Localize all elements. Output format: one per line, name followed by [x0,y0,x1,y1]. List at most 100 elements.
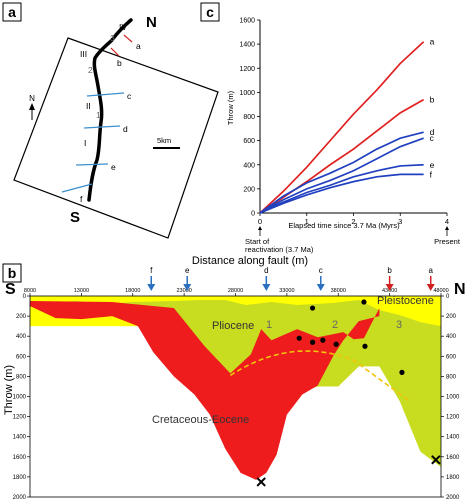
panel-b-title: Distance along fault (m) [192,255,308,267]
series-line-c [259,137,424,214]
panel-c-xlabel: Elapsed time since 3.7 Ma (Myrs) [288,221,400,230]
c-y-tick-label: 400 [243,162,255,169]
b-y-tick-label-right: 2000 [446,495,460,501]
marker-label-b: b [387,266,392,275]
panel-c-series: a b dc ef [259,37,435,214]
marker-label-c: c [319,266,323,275]
profile-lines [61,34,133,193]
tip-point [296,335,302,341]
panel-b-plot [30,296,441,497]
b-y-tick-label-left: 1400 [13,435,27,441]
panel-c: c 0 1 2 3 4 0 200 400 600 800 1000 1200 1400 1600 a b d… [200,2,461,254]
c-x-tick-label: 4 [445,217,449,226]
b-x-tick-label: 33000 [279,288,294,294]
marker-head-a [426,284,435,291]
b-y-tick-label-left: 800 [16,374,27,380]
start-label: Start of reactivation (3.7 Ma) [245,237,314,254]
marker-head-d [262,284,271,291]
series-label-e: e [430,160,435,170]
start-label-line2: reactivation (3.7 Ma) [245,245,314,254]
panel-b-axes: 8000130001800023000280003300038000430004… [13,288,460,501]
b-x-tick-label: 8000 [24,288,36,294]
present-marker: Present [434,226,461,246]
b-y-tick-label-left: 200 [16,314,27,320]
tip-point [320,337,326,343]
b-x-tick-label: 23000 [176,288,191,294]
segment-label-ii: II [86,101,91,111]
marker-head-c [316,284,325,291]
tip-point [333,341,339,347]
tip-point [361,299,367,305]
panel-c-label-box [200,2,220,22]
b-y-tick-label-right: 800 [446,374,457,380]
panel-a-label: a [8,4,16,20]
b-y-tick-label-right: 1600 [446,455,460,461]
panel-c-label: c [206,4,214,20]
panel-b-label-box [2,263,22,283]
c-y-tick-label: 1400 [239,42,255,49]
series-line-a [259,41,425,214]
marker-label-d: d [264,266,268,275]
segment-label-iii: III [80,49,87,59]
b-y-tick-label-right: 1800 [446,475,460,481]
panel-c-ylabel: Throw (m) [226,90,235,125]
horizon-dashed-line [229,350,411,403]
series-line-d [259,131,424,214]
segment-num-1: 1 [96,110,101,120]
fault-trace [87,18,133,202]
segment-label-iv: IV [119,22,127,32]
scale-bar: 5km [153,136,180,149]
segment-num-1: 1 [266,319,272,331]
b-y-tick-label-left: 1800 [13,475,27,481]
north-arrow-label: N [29,94,35,103]
b-y-tick-label-left: 1600 [13,455,27,461]
segment-labels: IV III II I 3 2 1 [80,22,127,148]
c-y-tick-label: 600 [243,138,255,145]
profile-line-a [123,34,133,43]
segment-num-3: 3 [396,319,402,331]
panel-b-right-label: N [454,281,466,298]
b-y-tick-label-left: 400 [16,334,27,340]
b-x-tick-label: 38000 [331,288,346,294]
panel-a: a a b c d e f IV III II I 3 2 1 [2,2,219,239]
series-label-d: d [430,127,435,137]
b-y-tick-label-left: 1200 [13,415,27,421]
b-x-tick-label: 48000 [433,288,448,294]
tip-point [362,343,368,349]
panel-b-left-label: S [5,281,16,298]
b-y-tick-label-right: 200 [446,314,457,320]
b-x-tick-label: 13000 [74,288,89,294]
b-y-tick-label-left: 1000 [13,395,27,401]
north-arrow-head [29,103,35,110]
c-x-tick-label: 3 [398,217,402,226]
present-label: Present [434,237,461,246]
c-y-tick-label: 0 [251,211,255,218]
profile-labels: a b c d e f [80,41,141,204]
b-y-tick-label-right: 1400 [446,435,460,441]
panel-c-axes: 0 1 2 3 4 0 200 400 600 800 1000 1200 1400 1600 [239,18,449,227]
c-y-tick-label: 1200 [239,66,255,73]
marker-label-f: f [150,266,153,275]
segment-label-i: I [84,138,86,148]
scale-bar-label: 5km [157,136,171,145]
tip-point [309,339,316,345]
b-y-tick-label-right: 1000 [446,395,460,401]
b-x-tick-label: 18000 [125,288,140,294]
c-x-tick-label: 1 [305,217,309,226]
unit-label-pliocene: Pliocene [212,320,254,332]
north-arrow: N [29,94,35,120]
b-y-tick-label-left: 600 [16,354,27,360]
fault-end-label-s: S [70,209,80,226]
b-y-tick-label-right: 400 [446,334,457,340]
present-arrow-head [445,226,449,230]
b-y-tick-label-left: 2000 [13,495,27,501]
series-line-e [259,163,424,214]
panel-b-label: b [8,265,17,281]
c-x-tick-label: 2 [351,217,355,226]
marker-label-e: e [185,266,190,275]
c-y-tick-label: 1000 [239,90,255,97]
c-x-tick-label: 0 [258,217,262,226]
series-line-f [259,173,424,214]
